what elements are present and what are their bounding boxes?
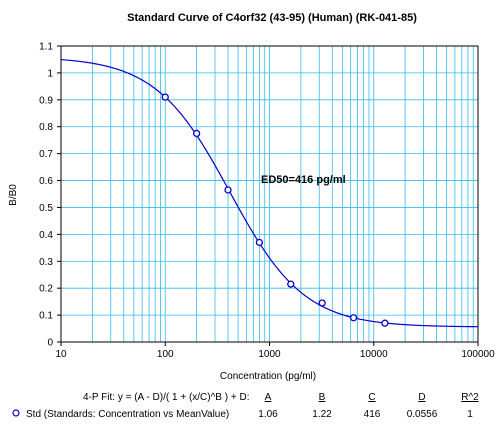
- y-tick-label: 0.6: [39, 176, 53, 187]
- axes: [57, 45, 479, 346]
- y-tick-label: 1.1: [39, 42, 53, 53]
- y-tick-label: 0.3: [39, 257, 53, 268]
- fit-value-r2: 1: [467, 409, 473, 420]
- data-points: [161, 93, 389, 327]
- x-tick-label: 100000: [461, 349, 495, 360]
- ed50-annotation: ED50=416 pg/ml: [261, 174, 346, 186]
- fit-value-b: 1.22: [312, 409, 332, 420]
- fit-header-r2: R^2: [461, 392, 479, 403]
- data-point: [318, 299, 326, 307]
- fit-value-a: 1.06: [258, 409, 278, 420]
- data-point: [349, 314, 358, 322]
- y-axis-label: B/B0: [8, 184, 19, 206]
- x-axis-label: Concentration (pg/ml): [220, 371, 316, 382]
- fit-header-d: D: [418, 392, 425, 403]
- fit-header-b: B: [319, 392, 326, 403]
- x-tick-label: 1000: [258, 349, 281, 360]
- fit-curve: [60, 58, 479, 328]
- chart-title: Standard Curve of C4orf32 (43-95) (Human…: [127, 12, 417, 24]
- y-tick-label: 0.2: [39, 284, 53, 295]
- y-tick-label: 0.9: [39, 95, 53, 106]
- x-tick-label: 10: [55, 349, 67, 360]
- data-point: [161, 93, 169, 101]
- fit-header-c: C: [368, 392, 375, 403]
- y-tick-label: 0.4: [39, 230, 53, 241]
- data-point: [287, 280, 295, 288]
- x-tick-label: 10000: [360, 349, 388, 360]
- y-tick-label: 0: [47, 338, 53, 349]
- legend-marker: [12, 409, 20, 417]
- legend-label: Std (Standards: Concentration vs MeanVal…: [26, 409, 229, 420]
- fit-header-a: A: [265, 392, 272, 403]
- data-point: [381, 319, 389, 327]
- x-tick-label: 100: [157, 349, 174, 360]
- fit-value-c: 416: [364, 409, 381, 420]
- y-tick-label: 0.8: [39, 122, 53, 133]
- y-tick-label: 0.1: [39, 311, 53, 322]
- fit-value-d: 0.0556: [407, 409, 438, 420]
- data-point: [224, 186, 232, 194]
- data-point: [255, 238, 264, 247]
- tick-labels: 10 100 1000 10000 100000 0 0.1 0.2 0.3 0.4 0.5 0.6 0…: [39, 42, 495, 361]
- fit-equation: 4-P Fit: y = (A - D)/( 1 + (x/C)^B ) + D…: [83, 392, 249, 403]
- y-tick-label: 0.5: [39, 203, 53, 214]
- y-tick-label: 0.7: [39, 149, 53, 160]
- y-tick-label: 1: [47, 68, 53, 79]
- grid: [61, 45, 478, 342]
- data-point: [192, 129, 201, 138]
- fit-table: 4-P Fit: y = (A - D)/( 1 + (x/C)^B ) + D…: [12, 392, 479, 420]
